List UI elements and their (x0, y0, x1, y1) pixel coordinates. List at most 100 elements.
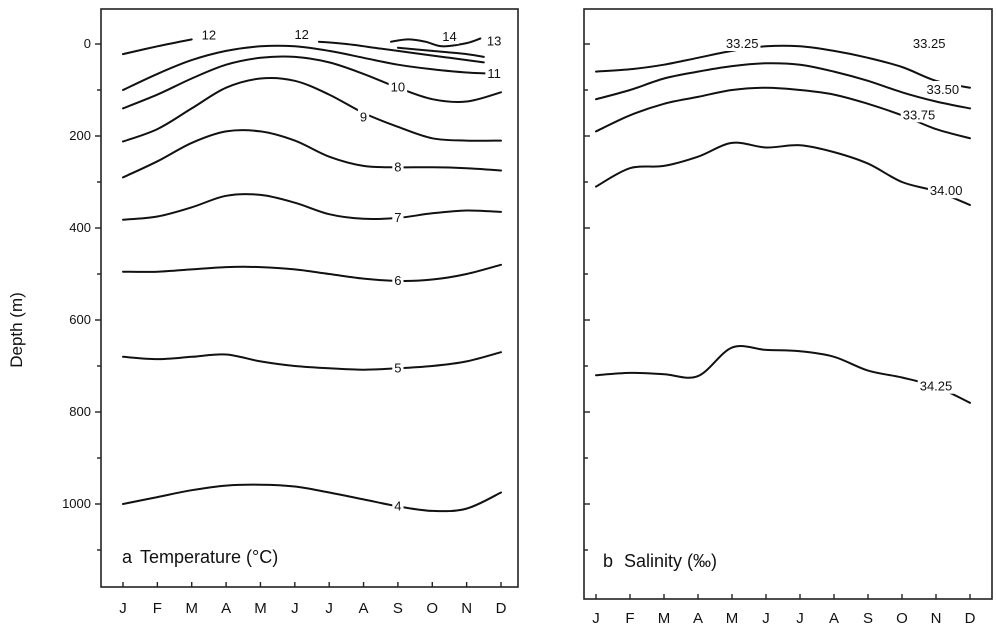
y-tick-label: 200 (69, 128, 91, 143)
contour-label-bg (357, 108, 370, 125)
temperature-contour-labels: 4 5 6 7 8 9 10 11 12 12 13 14 (199, 25, 504, 514)
contour-label-bg (924, 81, 962, 97)
x-tick-label: S (393, 600, 403, 617)
salinity-frame (583, 8, 993, 600)
y-tick-label: 600 (69, 312, 91, 327)
contour-label: 14 (442, 29, 456, 44)
contour-label: 10 (391, 80, 405, 95)
contour-label: 11 (487, 66, 501, 81)
contour-label: 6 (394, 273, 401, 288)
contour-line (122, 129, 502, 179)
temperature-contours (122, 37, 502, 513)
contour-line (396, 46, 485, 58)
contour-label: 33.75 (903, 107, 936, 122)
contour-line (122, 483, 502, 513)
contour-label: 13 (487, 34, 501, 49)
x-tick-label: M (185, 600, 198, 617)
x-tick-label: O (896, 610, 908, 627)
contour-line (122, 351, 502, 371)
contour-label-bg (392, 208, 404, 225)
x-tick-label: A (359, 600, 369, 617)
contour-label-bg (392, 497, 404, 514)
x-tick-label: A (829, 610, 839, 627)
contour-line (317, 40, 485, 64)
x-tick-label: J (119, 600, 127, 617)
contour-line (595, 44, 971, 89)
x-tick-label: F (625, 610, 634, 627)
contour-label-bg (199, 26, 219, 43)
contour-label: 5 (394, 360, 401, 375)
contour-label: 7 (394, 210, 401, 225)
x-tick-label: S (863, 610, 873, 627)
contour-label: 12 (294, 27, 308, 42)
y-tick-label: 800 (69, 404, 91, 419)
contour-label-bg (392, 271, 404, 288)
contour-label: 8 (394, 159, 401, 174)
contour-line (595, 62, 971, 110)
x-tick-label: J (796, 610, 804, 627)
x-tick-label: A (693, 610, 703, 627)
x-tick-label: M (254, 600, 267, 617)
temperature-frame (100, 8, 519, 588)
salinity-y-ticks (584, 43, 590, 551)
x-tick-label: M (726, 610, 739, 627)
contour-label-bg (484, 32, 504, 49)
x-tick-label: D (496, 600, 507, 617)
x-tick-label: M (658, 610, 671, 627)
temperature-panel-title: Temperature (°C) (140, 547, 278, 567)
contour-line (122, 76, 502, 143)
contour-label: 34.25 (920, 379, 953, 394)
salinity-contour-labels: 33.25 33.25 33.50 33.75 34.00 34.25 (723, 35, 965, 394)
y-tick-label: 1000 (62, 496, 91, 511)
contour-label: 4 (394, 498, 401, 513)
contour-label-bg (723, 35, 761, 51)
contour-label-bg (440, 28, 459, 45)
contour-label: 33.50 (927, 82, 960, 97)
salinity-panel: J F M A M J J A S O N D 33.25 33.25 33.50 33.75 34.00 34… (583, 8, 993, 627)
x-tick-label: J (325, 600, 333, 617)
contour-line (122, 193, 502, 221)
contour-line (122, 38, 193, 56)
contour-label-bg (392, 158, 404, 175)
contour-label-bg (917, 377, 955, 394)
contour-label-bg (927, 182, 965, 199)
contour-line (122, 55, 502, 110)
salinity-panel-title: Salinity (‰) (624, 551, 717, 571)
contour-line (390, 37, 482, 48)
contour-label: 9 (360, 110, 367, 125)
contour-line (595, 345, 971, 404)
contour-line (122, 263, 502, 282)
x-tick-label: A (221, 600, 231, 617)
x-tick-label: N (461, 600, 472, 617)
contour-label-bg (292, 25, 311, 42)
contour-label-bg (392, 359, 404, 376)
x-tick-label: J (291, 600, 299, 617)
contour-label: 12 (202, 28, 216, 43)
y-tick-label: 400 (69, 220, 91, 235)
contour-label: 33.25 (726, 36, 759, 51)
contour-label-bg (900, 106, 938, 123)
salinity-contours (595, 44, 971, 404)
temperature-y-ticks: 0 200 400 600 800 1000 (62, 36, 101, 551)
y-tick-label: 0 (84, 36, 91, 51)
x-tick-label: J (592, 610, 600, 627)
x-tick-label: D (965, 610, 976, 627)
salinity-panel-letter: b (603, 551, 613, 571)
contour-line (122, 44, 502, 91)
contour-line (595, 141, 971, 206)
x-tick-label: O (426, 600, 438, 617)
temperature-panel-letter: a (122, 547, 133, 567)
x-tick-label: F (153, 600, 162, 617)
x-tick-label: N (931, 610, 942, 627)
temperature-panel: 0 200 400 600 800 1000 J F M A M J J A S O N D 4 5 6 7 8 9 10 1… (62, 8, 519, 617)
x-tick-label: J (762, 610, 770, 627)
contour-label: 34.00 (930, 183, 963, 198)
contour-label-bg (388, 78, 408, 95)
contour-label-bg (910, 35, 948, 51)
contour-label-bg (485, 64, 503, 81)
y-axis-label: Depth (m) (7, 292, 26, 368)
